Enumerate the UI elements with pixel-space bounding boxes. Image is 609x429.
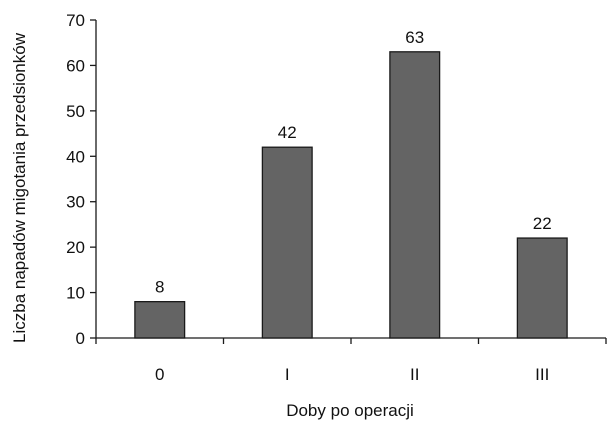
bar (389, 51, 441, 339)
bar-value-label: 22 (533, 214, 552, 233)
bar (261, 146, 313, 339)
x-axis-title: Doby po operacji (286, 401, 414, 420)
y-tick-label: 0 (76, 329, 85, 348)
x-tick-label: 0 (155, 365, 164, 384)
y-axis-title: Liczba napadów migotania przedsionków (10, 32, 29, 343)
bar (516, 237, 568, 339)
bar-value-label: 8 (155, 278, 164, 297)
x-tick-label: I (285, 365, 290, 384)
bar (134, 301, 186, 339)
bar-value-label: 42 (278, 123, 297, 142)
x-axis: 0 I II III (95, 337, 607, 384)
y-tick-label: 20 (66, 238, 85, 257)
y-tick-label: 60 (66, 56, 85, 75)
y-tick-label: 70 (66, 11, 85, 30)
data-labels: 8 42 63 22 (155, 28, 552, 297)
x-tick-label: III (535, 365, 549, 384)
x-tick-label: II (410, 365, 419, 384)
bar-value-label: 63 (405, 28, 424, 47)
bars (134, 51, 568, 339)
y-tick-label: 40 (66, 147, 85, 166)
y-tick-label: 10 (66, 284, 85, 303)
y-axis: 0 10 20 30 40 50 60 70 (66, 11, 97, 348)
y-tick-label: 50 (66, 102, 85, 121)
y-tick-label: 30 (66, 193, 85, 212)
